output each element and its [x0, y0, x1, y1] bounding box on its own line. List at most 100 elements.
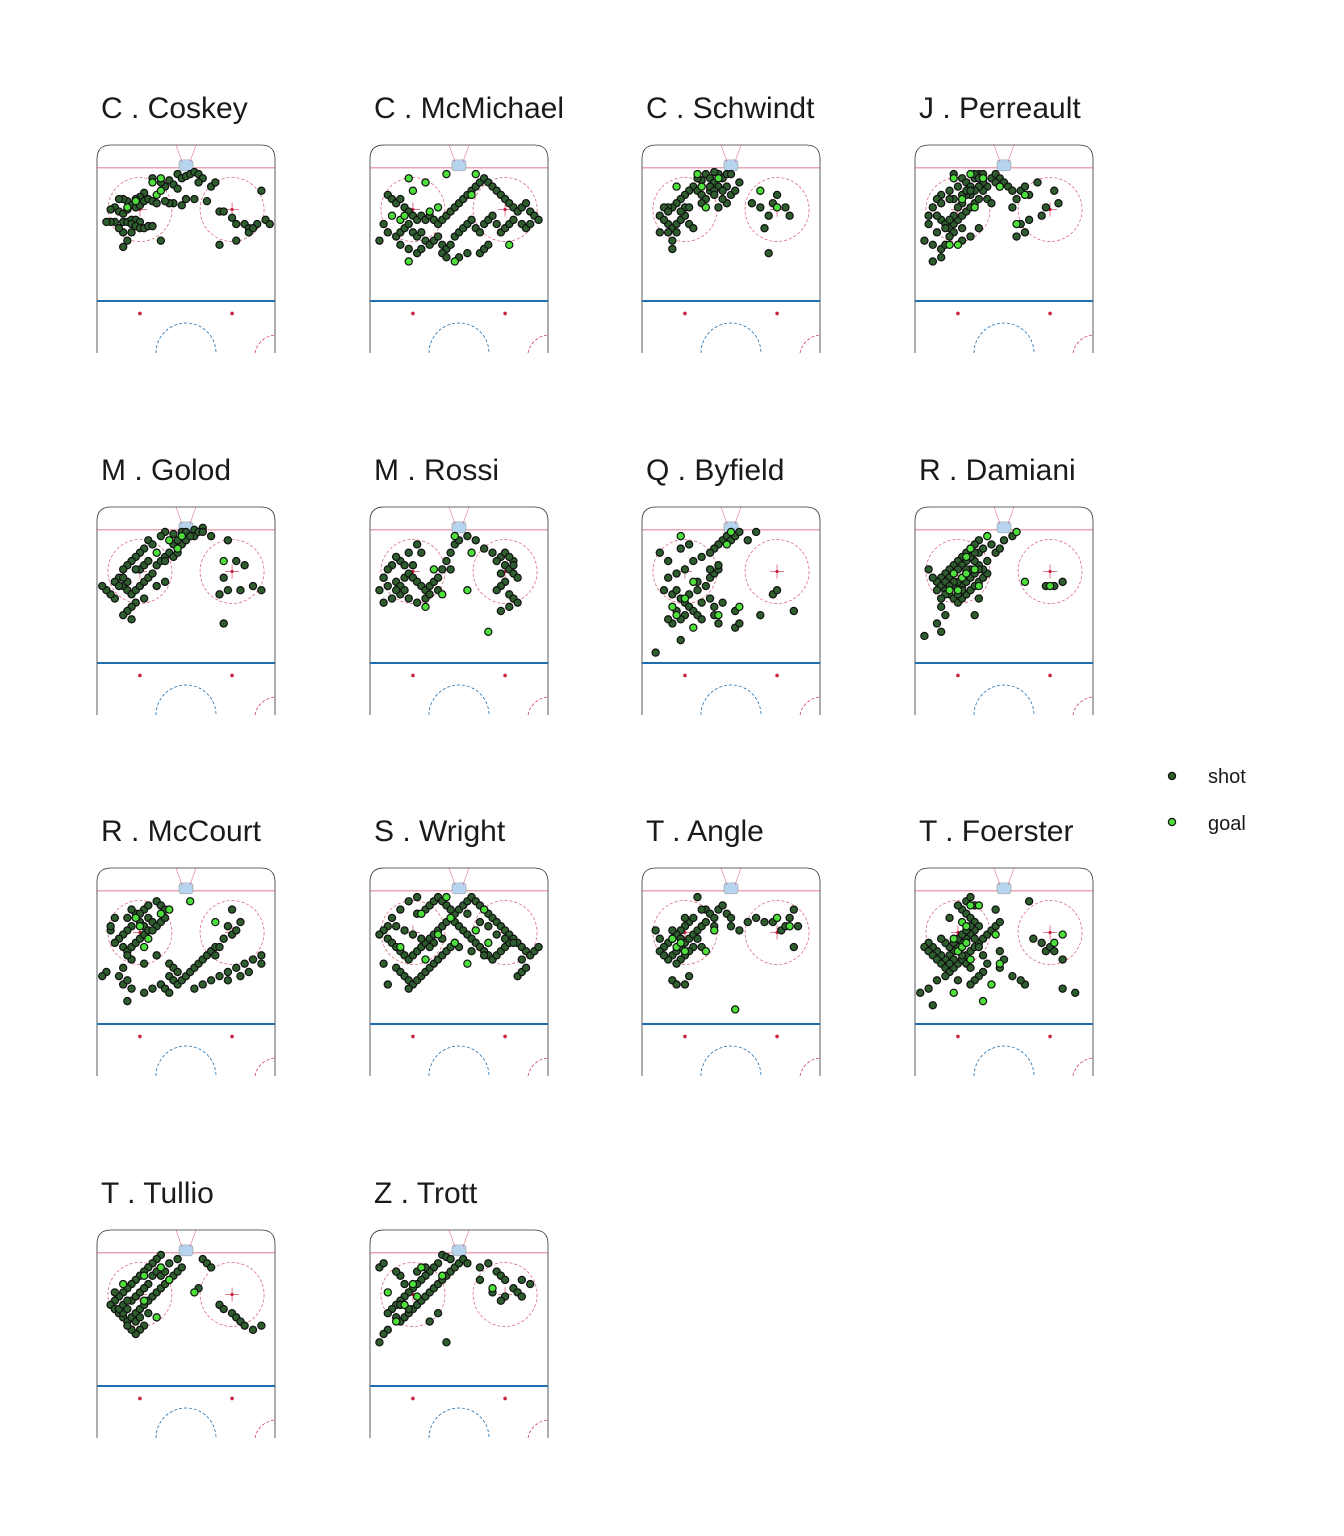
shot-point: [492, 930, 501, 939]
goal-point: [211, 917, 220, 927]
goal-point: [974, 901, 984, 910]
shot-point: [391, 585, 401, 595]
trapezoid-line: [993, 506, 1001, 524]
trapezoid-line: [175, 506, 183, 524]
goal-point: [953, 585, 963, 595]
shot-point: [697, 598, 706, 607]
shot-point: [756, 610, 765, 620]
goal-point: [693, 169, 702, 179]
shot-point: [995, 946, 1005, 956]
trapezoid-line: [1007, 506, 1015, 524]
shot-point: [743, 536, 752, 545]
goal-point: [962, 922, 971, 931]
shot-point: [98, 971, 107, 981]
shot-point: [1012, 232, 1021, 241]
trapezoid-line: [189, 506, 197, 524]
goal-point: [156, 174, 166, 183]
shot-point: [936, 627, 946, 637]
shot-point: [215, 942, 224, 952]
shot-point: [257, 951, 266, 960]
goal-point: [701, 203, 711, 212]
center-circle: [700, 684, 762, 716]
neutral-dot: [503, 1034, 507, 1039]
panel: R . McCourt: [96, 815, 276, 1077]
rink-boards: [641, 144, 821, 353]
goal-point: [156, 909, 166, 918]
shot-point: [118, 565, 128, 574]
neutral-dot: [411, 673, 415, 678]
net: [996, 159, 1012, 172]
goal-point: [139, 1296, 149, 1305]
shot-point: [177, 201, 187, 210]
shot-point: [442, 253, 451, 262]
center-circle: [428, 684, 490, 716]
goal-point: [152, 1313, 161, 1322]
goal-point: [442, 892, 451, 902]
neutral-dot: [230, 673, 234, 678]
shot-point: [232, 556, 241, 566]
goal-point: [190, 1288, 199, 1297]
faceoff-dot: [230, 1292, 234, 1297]
shot-point: [743, 917, 752, 927]
shot-point: [400, 585, 409, 595]
shot-point: [747, 199, 757, 208]
net: [723, 159, 739, 172]
shot-point: [425, 1317, 434, 1326]
trapezoid-line: [175, 144, 183, 162]
panel-title: T . Tullio: [101, 1177, 214, 1210]
shot-point: [966, 963, 975, 973]
shot-point: [505, 602, 514, 612]
goal-point: [123, 203, 132, 212]
shot-point: [705, 594, 715, 603]
neutral-dot: [775, 673, 779, 678]
goal-point: [970, 203, 979, 212]
center-circle: [973, 1045, 1035, 1077]
shot-point: [467, 215, 476, 225]
goal-point: [995, 959, 1005, 968]
shot-point: [127, 905, 136, 914]
goal-point: [421, 955, 430, 964]
shot-point: [219, 573, 228, 582]
goal-point: [421, 178, 430, 187]
shot-point: [957, 223, 967, 233]
shot-point: [114, 194, 124, 204]
shot-point: [974, 942, 984, 952]
goal-point: [408, 1279, 418, 1289]
net: [178, 882, 194, 895]
shot-point: [383, 581, 392, 591]
shot-point: [689, 913, 698, 923]
shot-point: [781, 203, 790, 212]
neutral-dot: [138, 1034, 142, 1039]
shot-point: [215, 240, 224, 250]
neutral-dot: [138, 1396, 142, 1401]
faceoff-circle: [199, 1262, 265, 1327]
goal-point: [672, 182, 681, 191]
shot-point: [223, 922, 233, 931]
goal-point: [676, 531, 685, 541]
legend-marker-shot: [1167, 771, 1177, 781]
shot-point: [928, 1001, 937, 1010]
shot-point: [1041, 203, 1051, 212]
shot-point: [148, 569, 157, 578]
goal-point: [442, 169, 451, 179]
shot-point: [219, 1304, 228, 1314]
shot-point: [945, 215, 954, 225]
shot-point: [1058, 984, 1067, 993]
goal-point: [505, 240, 514, 250]
goal-point: [412, 1292, 422, 1301]
shot-point: [772, 190, 782, 200]
goal-point: [1020, 190, 1030, 200]
shot-point: [387, 594, 397, 603]
shot-point: [945, 959, 954, 968]
panel-title: Z . Trott: [374, 1177, 478, 1210]
shot-point: [932, 585, 942, 595]
goal-point: [672, 610, 681, 620]
shot-point: [484, 240, 493, 250]
shot-point: [953, 203, 963, 212]
shot-point: [404, 897, 413, 906]
goal-point: [408, 186, 418, 195]
shot-point: [680, 913, 690, 923]
center-circle: [428, 322, 490, 354]
panel: T . Tullio: [96, 1177, 276, 1439]
shot-point: [966, 980, 975, 989]
